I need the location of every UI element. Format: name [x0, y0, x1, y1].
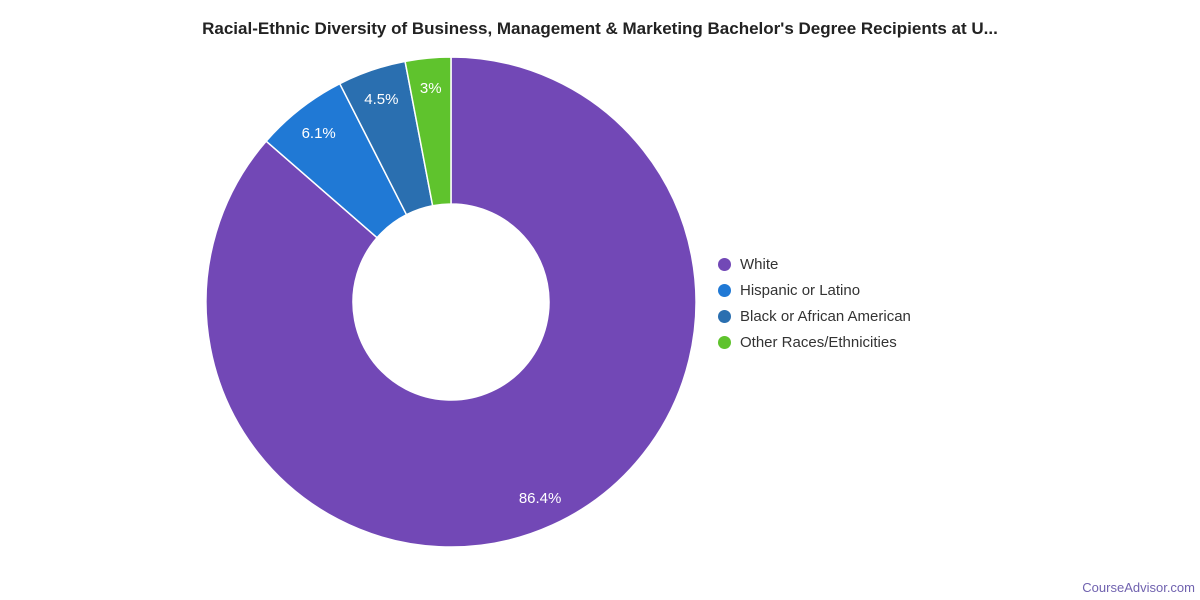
legend-item-white[interactable]: White [718, 251, 911, 277]
legend-label: Other Races/Ethnicities [740, 333, 897, 351]
legend-item-other-races-ethnicities[interactable]: Other Races/Ethnicities [718, 329, 911, 355]
data-label-hispanic-or-latino: 6.1% [302, 125, 336, 142]
legend-marker-icon [718, 283, 731, 297]
legend-marker-icon [718, 309, 731, 323]
pie-slice-other-races-ethnicities[interactable] [404, 56, 452, 207]
legend-label: White [740, 255, 779, 273]
legend-label: Black or African American [740, 307, 911, 325]
legend-marker-icon [718, 335, 731, 349]
pie-slice-white[interactable] [205, 56, 697, 548]
watermark-link[interactable]: CourseAdvisor.com [1082, 580, 1195, 595]
legend: White Hispanic or Latino Black or African … [718, 251, 911, 355]
legend-item-hispanic-or-latino[interactable]: Hispanic or Latino [718, 277, 911, 303]
legend-item-black-or-african-american[interactable]: Black or African American [718, 303, 911, 329]
data-label-white: 86.4% [519, 490, 562, 507]
data-label-other-races-ethnicities: 3% [420, 80, 442, 97]
chart-title: Racial-Ethnic Diversity of Business, Man… [202, 19, 998, 38]
data-label-black-or-african-american: 4.5% [364, 91, 398, 108]
legend-label: Hispanic or Latino [740, 281, 861, 299]
legend-marker-icon [718, 257, 731, 271]
